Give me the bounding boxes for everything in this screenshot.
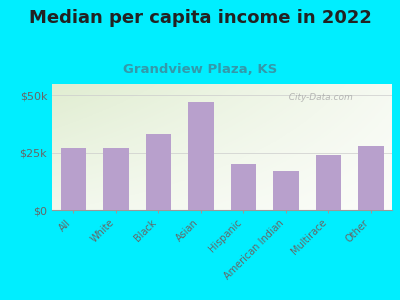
Text: Grandview Plaza, KS: Grandview Plaza, KS [123,63,277,76]
Bar [358,146,384,210]
Bar [230,164,256,210]
Text: City-Data.com: City-Data.com [283,93,353,102]
Bar [146,134,171,210]
Bar [103,148,128,210]
Text: Median per capita income in 2022: Median per capita income in 2022 [28,9,372,27]
Bar [273,171,298,210]
Bar [316,155,341,210]
Bar [188,102,214,210]
Bar [60,148,86,210]
